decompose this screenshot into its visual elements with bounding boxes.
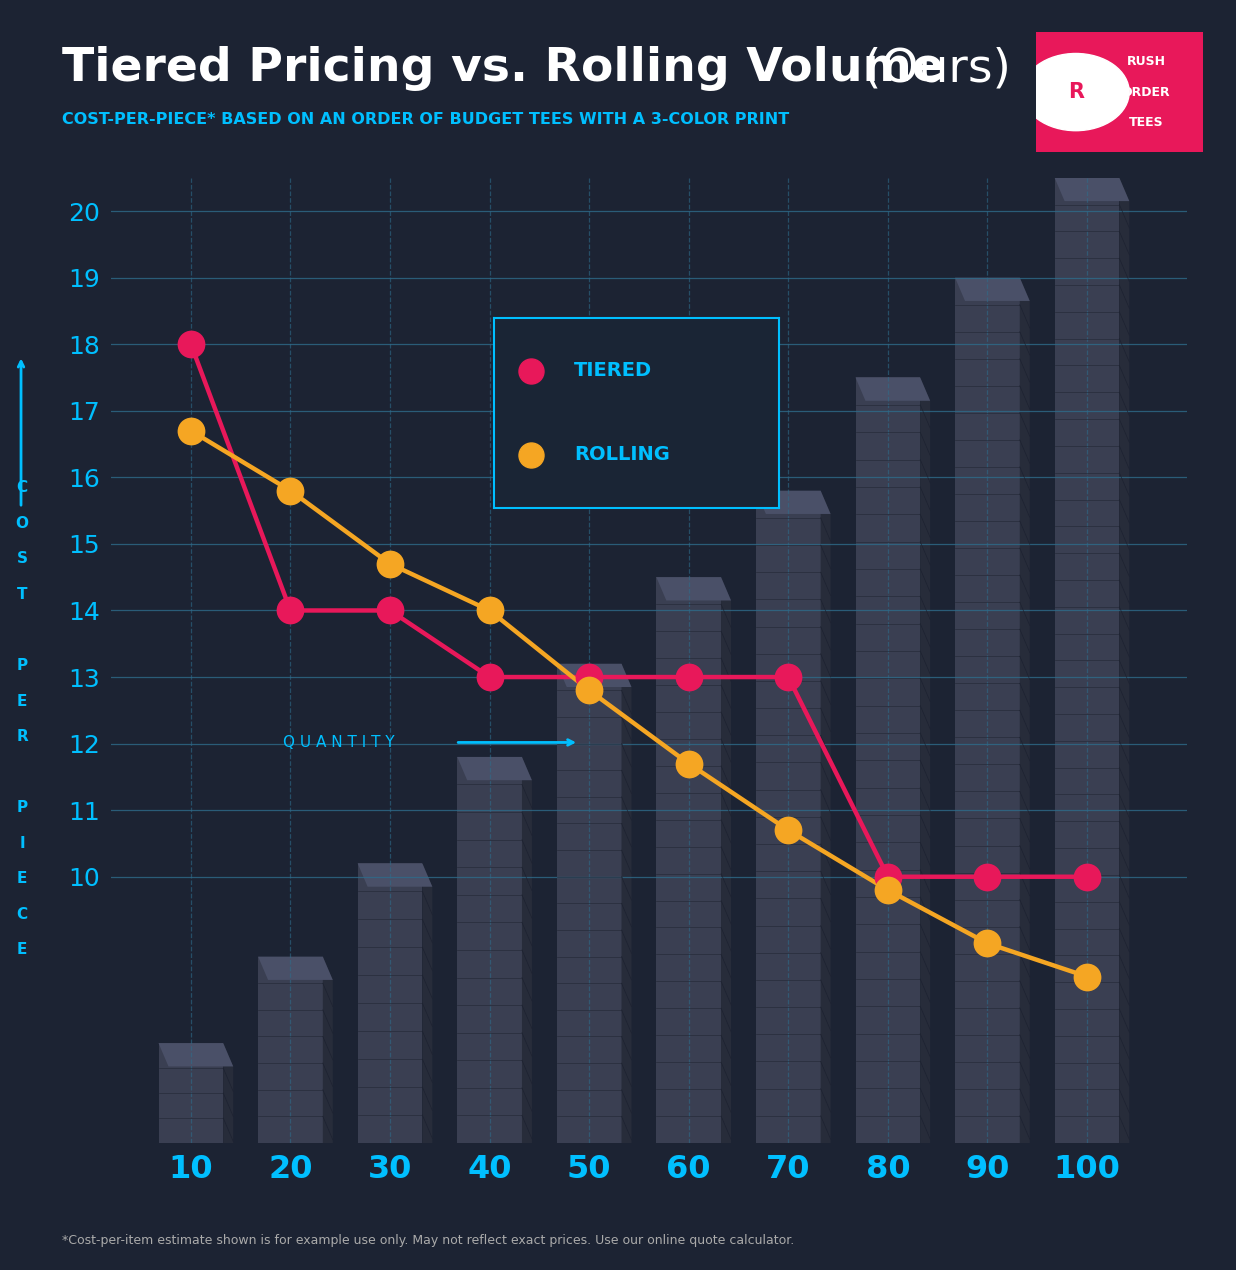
Text: I: I xyxy=(20,836,25,851)
Polygon shape xyxy=(955,278,1020,1143)
Text: ROLLING: ROLLING xyxy=(574,446,670,464)
Polygon shape xyxy=(821,490,831,1166)
Polygon shape xyxy=(1054,178,1130,201)
Polygon shape xyxy=(756,490,831,514)
Polygon shape xyxy=(721,577,730,1166)
Text: E: E xyxy=(17,871,27,886)
Text: S: S xyxy=(17,551,27,566)
Text: RUSH: RUSH xyxy=(1126,56,1166,69)
Polygon shape xyxy=(556,664,632,687)
Polygon shape xyxy=(556,664,622,1143)
Text: ORDER: ORDER xyxy=(1121,85,1170,99)
Text: (Ours): (Ours) xyxy=(848,47,1011,91)
Text: T: T xyxy=(17,587,27,602)
Text: Q U A N T I T Y: Q U A N T I T Y xyxy=(283,735,396,751)
Text: C: C xyxy=(16,907,28,922)
Polygon shape xyxy=(457,757,522,1143)
Polygon shape xyxy=(457,757,531,780)
Text: TEES: TEES xyxy=(1128,116,1163,128)
Polygon shape xyxy=(955,278,1030,301)
Polygon shape xyxy=(756,490,821,1143)
Polygon shape xyxy=(323,956,332,1166)
Polygon shape xyxy=(656,577,730,601)
Polygon shape xyxy=(158,1043,224,1143)
Text: R: R xyxy=(16,729,28,744)
Text: *Cost-per-item estimate shown is for example use only. May not reflect exact pri: *Cost-per-item estimate shown is for exa… xyxy=(62,1234,794,1247)
Polygon shape xyxy=(258,956,323,1143)
Polygon shape xyxy=(357,864,433,886)
Polygon shape xyxy=(1054,178,1120,1143)
Text: P: P xyxy=(16,658,28,673)
Text: COST-PER-PIECE* BASED ON AN ORDER OF BUDGET TEES WITH A 3-COLOR PRINT: COST-PER-PIECE* BASED ON AN ORDER OF BUD… xyxy=(62,112,789,127)
Polygon shape xyxy=(158,1043,234,1067)
Polygon shape xyxy=(656,577,721,1143)
Polygon shape xyxy=(921,377,931,1166)
Polygon shape xyxy=(423,864,433,1166)
Polygon shape xyxy=(1020,278,1030,1166)
Polygon shape xyxy=(855,377,921,1143)
Text: R: R xyxy=(1068,83,1084,102)
Text: Tiered Pricing vs. Rolling Volume: Tiered Pricing vs. Rolling Volume xyxy=(62,47,943,91)
Text: E: E xyxy=(17,942,27,958)
Circle shape xyxy=(1022,53,1130,131)
Polygon shape xyxy=(224,1043,234,1166)
Text: E: E xyxy=(17,693,27,709)
Polygon shape xyxy=(258,956,332,980)
Polygon shape xyxy=(622,664,632,1166)
Text: P: P xyxy=(16,800,28,815)
Text: O: O xyxy=(16,516,28,531)
Polygon shape xyxy=(1120,178,1130,1166)
Polygon shape xyxy=(522,757,531,1166)
Polygon shape xyxy=(357,864,423,1143)
Text: TIERED: TIERED xyxy=(574,362,653,380)
Polygon shape xyxy=(855,377,931,401)
Text: C: C xyxy=(16,480,28,495)
